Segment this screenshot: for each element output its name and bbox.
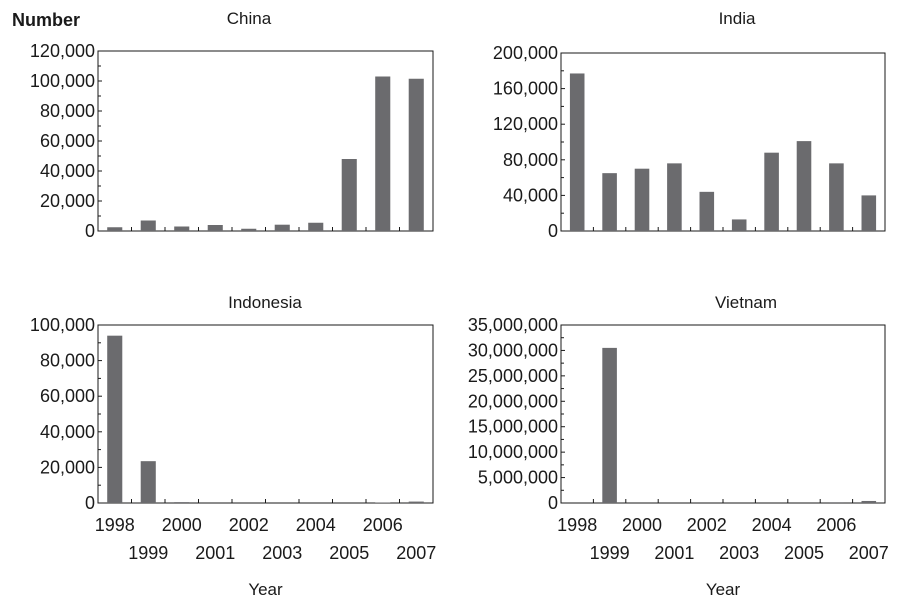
x-tick-label: 2000 xyxy=(622,515,662,535)
bar-1999 xyxy=(140,461,156,503)
bar-2007 xyxy=(861,500,877,503)
chart-panel-indonesia: Indonesia 0 20,000 40,000 60,000 80,000 100,00… xyxy=(30,293,436,599)
y-tick-label: 60,000 xyxy=(40,386,95,406)
bar-2003 xyxy=(731,219,747,231)
bar-2003 xyxy=(274,224,290,231)
x-tick-label: 2004 xyxy=(752,515,792,535)
bar-1998 xyxy=(107,227,123,231)
bar-2007 xyxy=(408,78,424,231)
bar-2006 xyxy=(375,502,391,503)
bar-2006 xyxy=(375,76,391,231)
bar-2000 xyxy=(174,502,190,503)
bar-2006 xyxy=(829,163,844,231)
y-tick-label: 100,000 xyxy=(30,315,95,335)
y-tick-label: 35,000,000 xyxy=(468,315,558,335)
y-tick-label: 40,000 xyxy=(40,161,95,181)
bar-1999 xyxy=(602,173,617,231)
bar-2004 xyxy=(308,222,324,231)
y-tick-label: 80,000 xyxy=(40,351,95,371)
x-tick-label: 2002 xyxy=(687,515,727,535)
y-tick-label: 25,000,000 xyxy=(468,366,558,386)
y-tick-label: 60,000 xyxy=(40,131,95,151)
y-tick-label: 40,000 xyxy=(503,185,558,205)
y-tick-label: 0 xyxy=(85,493,95,513)
bar-1998 xyxy=(569,73,585,231)
x-tick-label: 2007 xyxy=(396,543,436,563)
chart-panel-india: India 0 40,000 80,000 120,000 160,000 200,000 xyxy=(493,9,886,241)
y-tick-label: 120,000 xyxy=(30,41,95,61)
x-tick-label: 2003 xyxy=(262,543,302,563)
x-tick-label: 2005 xyxy=(329,543,369,563)
bar-2007 xyxy=(408,501,424,503)
chart-title: Indonesia xyxy=(228,293,302,312)
bar-1999 xyxy=(140,220,156,231)
bar-2000 xyxy=(634,168,650,231)
y-tick-label: 40,000 xyxy=(40,422,95,442)
y-tick-label: 20,000 xyxy=(40,457,95,477)
chart-title: Vietnam xyxy=(715,293,777,312)
y-tick-label: 0 xyxy=(85,221,95,241)
bar-2005 xyxy=(341,159,357,231)
x-axis-label: Year xyxy=(706,580,741,596)
bar-2000 xyxy=(174,226,190,231)
bar-2007 xyxy=(861,195,877,231)
chart-panel-china: China 0 20,000 40,000 60,000 80,000 100,000 120… xyxy=(30,9,434,241)
y-tick-label: 200,000 xyxy=(493,43,558,63)
y-tick-label: 100,000 xyxy=(30,71,95,91)
y-tick-label: 20,000 xyxy=(40,191,95,211)
x-axis-label: Year xyxy=(248,580,283,596)
bar-2004 xyxy=(764,152,779,231)
x-tick-label: 1999 xyxy=(590,543,630,563)
y-tick-label: 20,000,000 xyxy=(468,391,558,411)
y-tick-label: 0 xyxy=(548,221,558,241)
y-tick-label: 80,000 xyxy=(40,101,95,121)
y-tick-label: 160,000 xyxy=(493,79,558,99)
x-tick-label: 2003 xyxy=(719,543,759,563)
y-tick-label: 120,000 xyxy=(493,114,558,134)
x-tick-label: 2006 xyxy=(363,515,403,535)
y-tick-label: 80,000 xyxy=(503,150,558,170)
x-tick-label: 2001 xyxy=(654,543,694,563)
x-tick-label: 1998 xyxy=(557,515,597,535)
bar-2001 xyxy=(667,163,682,231)
bar-2001 xyxy=(207,225,223,231)
y-tick-label: 30,000,000 xyxy=(468,340,558,360)
bar-2002 xyxy=(241,228,257,231)
bar-2002 xyxy=(699,191,715,231)
x-tick-label: 2005 xyxy=(784,543,824,563)
bar-1998 xyxy=(107,335,123,503)
x-tick-label: 1998 xyxy=(95,515,135,535)
chart-title: India xyxy=(719,9,756,28)
y-tick-label: 0 xyxy=(548,493,558,513)
bar-2006 xyxy=(829,502,844,503)
y-tick-label: 15,000,000 xyxy=(468,417,558,437)
y-tick-label: 5,000,000 xyxy=(478,468,558,488)
x-tick-label: 2006 xyxy=(816,515,856,535)
x-tick-label: 2007 xyxy=(849,543,889,563)
chart-panel-vietnam: Vietnam 0 5,000,000 10,000,000 15,000,000 20,… xyxy=(468,293,889,599)
y-tick-label: 10,000,000 xyxy=(468,442,558,462)
bar-2005 xyxy=(796,141,812,231)
x-tick-label: 2000 xyxy=(162,515,202,535)
x-tick-label: 1999 xyxy=(128,543,168,563)
x-tick-label: 2001 xyxy=(195,543,235,563)
y-axis-label: Number xyxy=(12,10,80,30)
x-tick-label: 2002 xyxy=(229,515,269,535)
x-tick-label: 2004 xyxy=(296,515,336,535)
chart-title: China xyxy=(227,9,272,28)
bar-1999 xyxy=(602,347,617,503)
